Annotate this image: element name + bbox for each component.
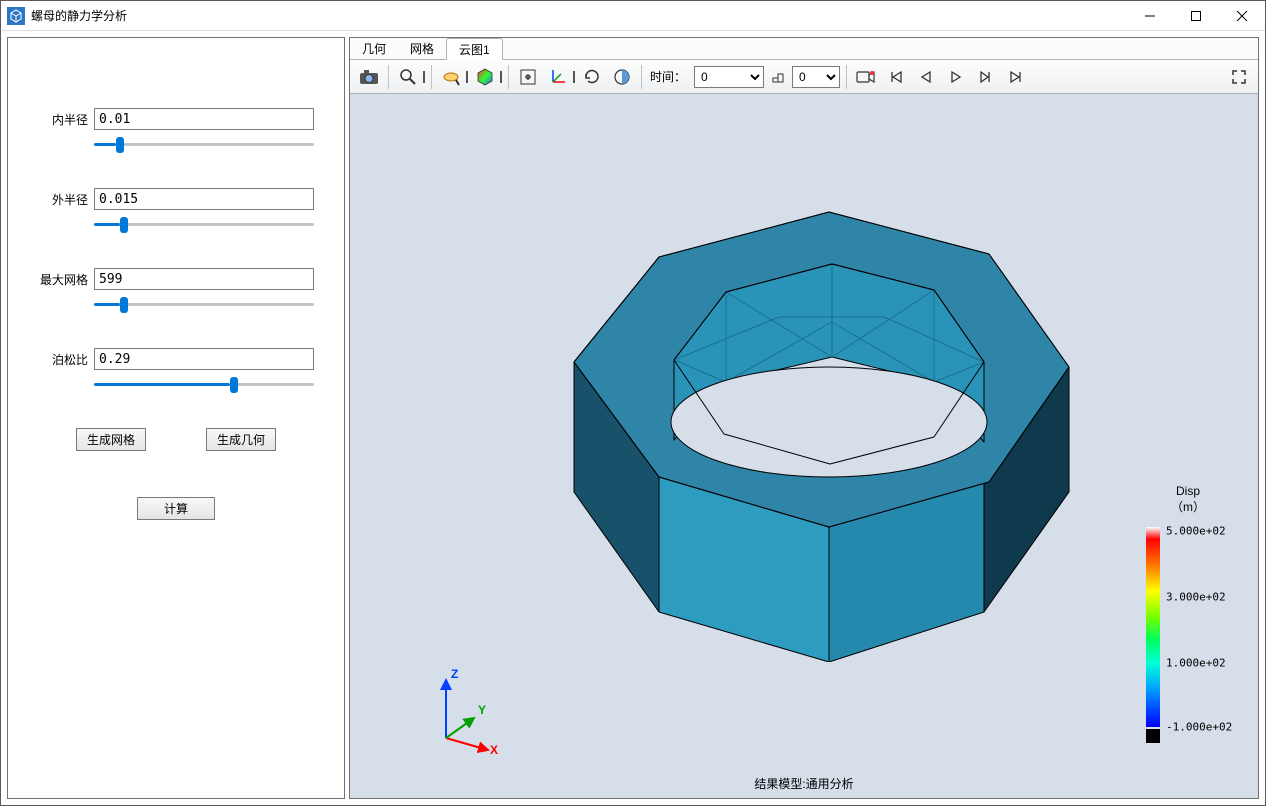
nut-model (514, 182, 1094, 662)
button-row-1: 生成网格 生成几何 (38, 428, 314, 451)
fit-icon[interactable] (515, 64, 541, 90)
axes-dropdown[interactable] (573, 71, 575, 83)
parameter-panel: 内半径 外半径 最大网格 (7, 37, 345, 799)
zoom-icon[interactable] (395, 64, 421, 90)
max-mesh-slider[interactable] (94, 296, 314, 314)
svg-text:X: X (490, 743, 498, 757)
svg-text:Z: Z (451, 668, 458, 681)
zoom-dropdown[interactable] (423, 71, 425, 83)
last-frame-icon[interactable] (1003, 64, 1029, 90)
viewport[interactable]: Z Y X 结果模型:通用分析 Disp （m） 5.000e+02 3.000… (350, 94, 1258, 798)
svg-text:Y: Y (478, 703, 486, 717)
axes-triad: Z Y X (428, 668, 508, 758)
poisson-input[interactable] (94, 348, 314, 370)
app-window: 螺母的静力学分析 内半径 外半径 (0, 0, 1266, 806)
outer-radius-slider[interactable] (94, 216, 314, 234)
frame-select[interactable]: 0 (792, 66, 840, 88)
tabs: 几何 网格 云图1 (350, 38, 1258, 60)
param-max-mesh: 最大网格 (38, 268, 314, 314)
generate-mesh-button[interactable]: 生成网格 (76, 428, 146, 451)
select-icon[interactable] (438, 64, 464, 90)
legend-colorbar (1146, 527, 1160, 727)
minimize-button[interactable] (1127, 1, 1173, 30)
tab-mesh[interactable]: 网格 (398, 38, 446, 59)
poisson-slider[interactable] (94, 376, 314, 394)
next-frame-icon[interactable] (973, 64, 999, 90)
close-button[interactable] (1219, 1, 1265, 30)
inner-radius-input[interactable] (94, 108, 314, 130)
axes-icon[interactable] (545, 64, 571, 90)
render-dropdown[interactable] (500, 71, 502, 83)
time-label: 时间： (650, 68, 686, 85)
param-inner-radius: 内半径 (38, 108, 314, 154)
toolbar: 时间： 0 0 (350, 60, 1258, 94)
rotate-icon[interactable] (579, 64, 605, 90)
time-select[interactable]: 0 (694, 66, 764, 88)
step-icon[interactable] (768, 64, 788, 90)
param-outer-radius: 外半径 (38, 188, 314, 234)
color-legend: Disp （m） 5.000e+02 3.000e+02 1.000e+02 -… (1138, 484, 1238, 743)
window-title: 螺母的静力学分析 (31, 7, 1127, 24)
generate-geometry-button[interactable]: 生成几何 (206, 428, 276, 451)
max-mesh-label: 最大网格 (38, 271, 88, 288)
compute-button[interactable]: 计算 (137, 497, 215, 520)
select-dropdown[interactable] (466, 71, 468, 83)
maximize-button[interactable] (1173, 1, 1219, 30)
inner-radius-slider[interactable] (94, 136, 314, 154)
record-icon[interactable] (853, 64, 879, 90)
tab-geometry[interactable]: 几何 (350, 38, 398, 59)
outer-radius-input[interactable] (94, 188, 314, 210)
render-icon[interactable] (472, 64, 498, 90)
outer-radius-label: 外半径 (38, 191, 88, 208)
legend-undefined-swatch (1146, 729, 1160, 743)
max-mesh-input[interactable] (94, 268, 314, 290)
app-icon (7, 7, 25, 25)
titlebar: 螺母的静力学分析 (1, 1, 1265, 31)
camera-icon[interactable] (356, 64, 382, 90)
poisson-label: 泊松比 (38, 351, 88, 368)
param-poisson: 泊松比 (38, 348, 314, 394)
result-model-label: 结果模型:通用分析 (754, 775, 853, 792)
play-icon[interactable] (943, 64, 969, 90)
fullscreen-icon[interactable] (1226, 64, 1252, 90)
window-controls (1127, 1, 1265, 30)
inner-radius-label: 内半径 (38, 111, 88, 128)
prev-frame-icon[interactable] (913, 64, 939, 90)
viewer-panel: 几何 网格 云图1 时间： (349, 37, 1259, 799)
tab-cloud1[interactable]: 云图1 (446, 38, 503, 60)
first-frame-icon[interactable] (883, 64, 909, 90)
section-icon[interactable] (609, 64, 635, 90)
button-row-2: 计算 (38, 497, 314, 520)
body: 内半径 外半径 最大网格 (1, 31, 1265, 805)
legend-title: Disp （m） (1138, 484, 1238, 515)
